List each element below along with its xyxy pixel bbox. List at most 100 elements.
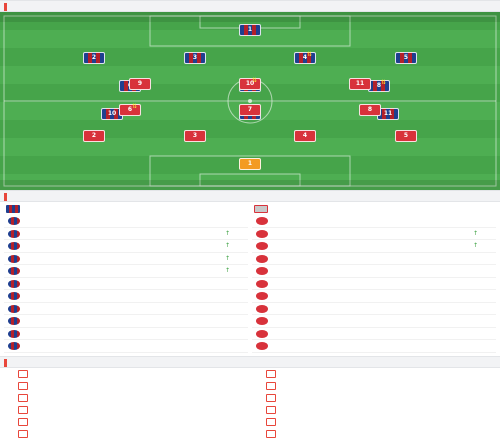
shirt-number: 4 [302, 54, 308, 61]
away-injury-row[interactable] [252, 416, 496, 428]
home-injury-row[interactable] [4, 428, 248, 440]
home-sub-row[interactable]: ↑ [4, 228, 248, 240]
player-avatar-icon [256, 217, 268, 225]
away-injury-row[interactable] [252, 392, 496, 404]
home-sub-row[interactable] [4, 215, 248, 228]
shirt-number: 4 [302, 132, 308, 139]
away-player-4[interactable]: 4 [282, 130, 328, 144]
shirt-number: 8 [367, 106, 373, 113]
away-injuries-column [252, 368, 496, 440]
shirt-number: 2 [91, 132, 97, 139]
player-avatar-icon [8, 242, 20, 250]
injury-icon [266, 406, 276, 414]
home-player-3[interactable]: 3 [172, 52, 218, 66]
injury-icon [18, 418, 28, 426]
shirt-icon: 4 ⇅ [294, 51, 316, 64]
away-player-9[interactable]: 9 [117, 78, 163, 92]
pitch-markings [3, 15, 497, 187]
player-avatar-icon [256, 254, 268, 263]
away-sub-row[interactable] [252, 215, 496, 228]
shirt-number: 9 [137, 80, 143, 87]
away-sub-row[interactable] [252, 265, 496, 278]
home-injury-row[interactable] [4, 404, 248, 416]
player-avatar-icon [256, 342, 268, 350]
away-player-10[interactable]: 10 ⇅ [227, 77, 273, 92]
shirt-icon: 4 [294, 130, 316, 142]
away-sub-row[interactable]: ↑ [252, 228, 496, 240]
home-subs-team-row [4, 203, 248, 215]
home-sub-row[interactable] [4, 278, 248, 290]
shirt-number: 1 [247, 26, 253, 33]
away-sub-row[interactable]: ↑ [252, 240, 496, 253]
home-injury-row[interactable] [4, 368, 248, 380]
home-sub-row[interactable]: ↑ [4, 265, 248, 278]
home-injury-row[interactable] [4, 416, 248, 428]
shirt-number: 8 [376, 82, 382, 89]
home-subs-list: ↑ ↑ ↑ ↑ [4, 215, 248, 353]
sub-in-arrow-icon: ↑ [472, 229, 478, 237]
shirt-number: 5 [403, 132, 409, 139]
away-sub-row[interactable] [252, 340, 496, 353]
substitution-icon: ⇅ [251, 77, 257, 84]
away-injury-row[interactable] [252, 404, 496, 416]
home-sub-row[interactable] [4, 290, 248, 303]
away-sub-row[interactable] [252, 290, 496, 303]
player-avatar-icon [8, 342, 20, 350]
substitution-icon: ⇅ [131, 103, 137, 110]
away-player-11[interactable]: 11 [337, 78, 383, 92]
accent-bar [4, 3, 7, 11]
shirt-number: 11 [355, 80, 365, 87]
injury-icon [266, 394, 276, 402]
away-player-2[interactable]: 2 [71, 130, 117, 144]
away-injury-row[interactable] [252, 368, 496, 380]
home-player-1[interactable]: 1 [227, 24, 273, 38]
shirt-number: 3 [192, 132, 198, 139]
away-player-3[interactable]: 3 [172, 130, 218, 144]
injury-icon [18, 394, 28, 402]
home-sub-row[interactable] [4, 340, 248, 353]
away-sub-row[interactable] [252, 328, 496, 340]
away-injury-row[interactable] [252, 380, 496, 392]
player-avatar-icon [8, 267, 20, 275]
sub-in-arrow-icon: ↑ [472, 242, 478, 249]
home-club-badge-icon [6, 205, 20, 213]
injury-icon [18, 370, 28, 378]
away-player-6[interactable]: 6 ⇅ [107, 103, 153, 118]
home-injury-row[interactable] [4, 380, 248, 392]
away-player-1[interactable]: 1 [227, 158, 273, 172]
home-injury-row[interactable] [4, 392, 248, 404]
away-sub-row[interactable] [252, 315, 496, 328]
player-avatar-icon [256, 267, 268, 275]
home-injuries-list [4, 368, 248, 440]
injury-icon [266, 382, 276, 390]
shirt-icon: 5 [395, 130, 417, 142]
injury-icon [18, 406, 28, 414]
away-sub-row[interactable] [252, 278, 496, 290]
away-sub-row[interactable] [252, 303, 496, 315]
home-sub-row[interactable] [4, 315, 248, 328]
shirt-number: 10 [245, 80, 255, 87]
home-player-2[interactable]: 2 [71, 52, 117, 66]
shirt-icon: 3 [184, 52, 206, 64]
home-injuries-column [4, 368, 248, 440]
home-player-5[interactable]: 5 [383, 52, 429, 66]
away-player-8[interactable]: 8 [347, 104, 393, 118]
injury-icon [18, 382, 28, 390]
shirt-icon: 9 [129, 78, 151, 90]
lineup-section-header [0, 0, 500, 12]
home-sub-row[interactable] [4, 303, 248, 315]
home-player-4[interactable]: 4 ⇅ [282, 51, 328, 66]
away-injury-row[interactable] [252, 428, 496, 440]
shirt-number: 3 [192, 54, 198, 61]
player-avatar-icon [8, 329, 20, 338]
sub-in-arrow-icon: ↑ [224, 267, 230, 274]
home-sub-row[interactable]: ↑ [4, 240, 248, 253]
player-avatar-icon [8, 279, 20, 288]
home-sub-row[interactable] [4, 328, 248, 340]
home-sub-row[interactable]: ↑ [4, 253, 248, 265]
away-player-7[interactable]: 7 [227, 104, 273, 118]
away-sub-row[interactable] [252, 253, 496, 265]
away-player-5[interactable]: 5 [383, 130, 429, 144]
shirt-icon: 2 [83, 130, 105, 142]
injury-icon [266, 430, 276, 438]
